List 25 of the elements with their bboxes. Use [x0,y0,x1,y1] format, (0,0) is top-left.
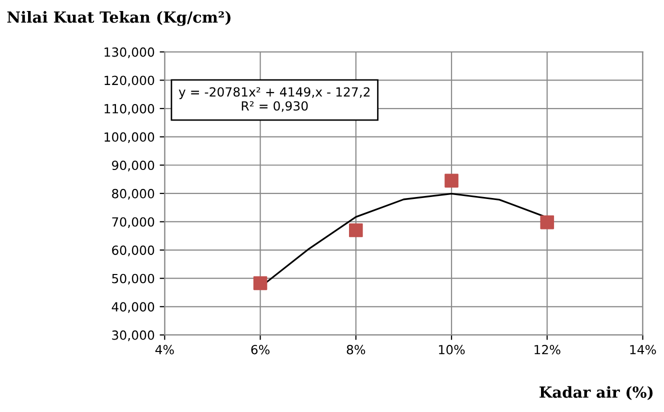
y-tick-label: 90,000 [112,160,154,172]
x-tick-label: 12% [534,344,560,354]
y-tick-label: 60,000 [112,246,154,256]
x-tick-label: 4% [155,344,174,354]
point [253,276,268,290]
point [444,174,458,188]
y-tick-label: 110,000 [104,104,154,115]
y-tick-label: 80,000 [112,188,154,200]
x-tick-label: 8% [346,344,366,354]
x-axis-title: Kadar air (%) [540,386,653,400]
chart-title: Nilai Kuat Tekan (Kg/cm²) [7,11,230,26]
y-tick-label: 70,000 [112,217,154,228]
y-tick-label: 40,000 [112,302,154,313]
x-tick-label: 10% [439,344,465,354]
point [540,215,554,230]
y-tick-label: 120,000 [104,76,154,86]
y-tick-label: 100,000 [104,132,154,144]
annotation: y = -20781x² + 4149,x - 127,2 [178,87,370,100]
y-tick-label: 50,000 [112,274,154,285]
annotation: R² = 0,930 [242,101,308,112]
point [349,223,363,238]
x-tick-label: 6% [251,344,270,354]
y-tick-label: 130,000 [104,47,154,58]
x-tick-label: 14% [630,344,656,354]
y-tick-label: 30,000 [112,330,154,342]
